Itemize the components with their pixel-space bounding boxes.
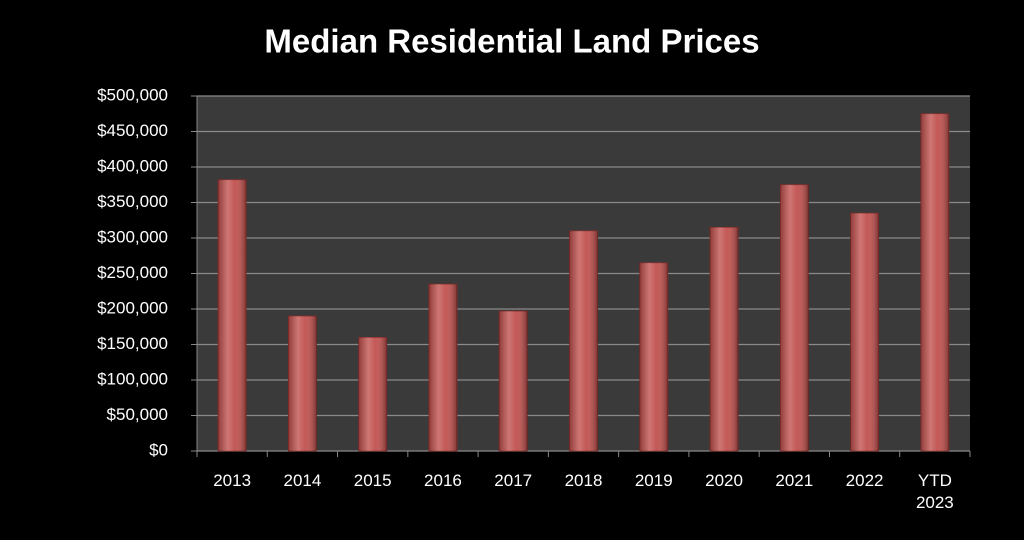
bar-shine xyxy=(358,337,387,451)
bar-shine xyxy=(710,227,739,451)
bar-shine xyxy=(499,311,528,451)
bar-shine xyxy=(569,230,598,451)
y-tick-label: $50,000 xyxy=(107,405,168,424)
y-tick-label: $450,000 xyxy=(97,121,168,140)
y-tick-label: $0 xyxy=(149,440,168,459)
y-tick-label: $100,000 xyxy=(97,369,168,388)
x-tick-label: 2013 xyxy=(213,471,252,490)
x-tick-label: 2021 xyxy=(775,471,814,490)
bar-shine xyxy=(288,316,317,451)
x-tick-label: 2020 xyxy=(705,471,743,490)
bar-shine xyxy=(780,184,809,451)
x-tick-label: 2015 xyxy=(353,471,392,490)
x-tick-label: 2018 xyxy=(564,471,603,490)
y-tick-label: $200,000 xyxy=(97,298,168,317)
bar-shine xyxy=(850,213,879,451)
x-tick-label: 2017 xyxy=(494,471,533,490)
chart-title: Median Residential Land Prices xyxy=(264,23,759,60)
x-tick-label: 2019 xyxy=(634,471,673,490)
x-tick-label: 2016 xyxy=(424,471,462,490)
x-tick-label: 2022 xyxy=(845,471,884,490)
x-tick-label: 2014 xyxy=(283,471,322,490)
x-tick-label: YTD 2023 xyxy=(915,471,954,512)
y-tick-label: $250,000 xyxy=(97,263,168,282)
bar-shine xyxy=(639,262,668,451)
y-tick-label: $500,000 xyxy=(97,85,168,104)
y-tick-label: $150,000 xyxy=(97,334,168,353)
y-tick-label: $300,000 xyxy=(97,227,168,246)
bar-shine xyxy=(428,284,457,451)
bar-shine xyxy=(218,179,247,451)
y-tick-label: $400,000 xyxy=(97,156,168,175)
y-tick-label: $350,000 xyxy=(97,192,168,211)
bar-shine xyxy=(920,113,949,451)
